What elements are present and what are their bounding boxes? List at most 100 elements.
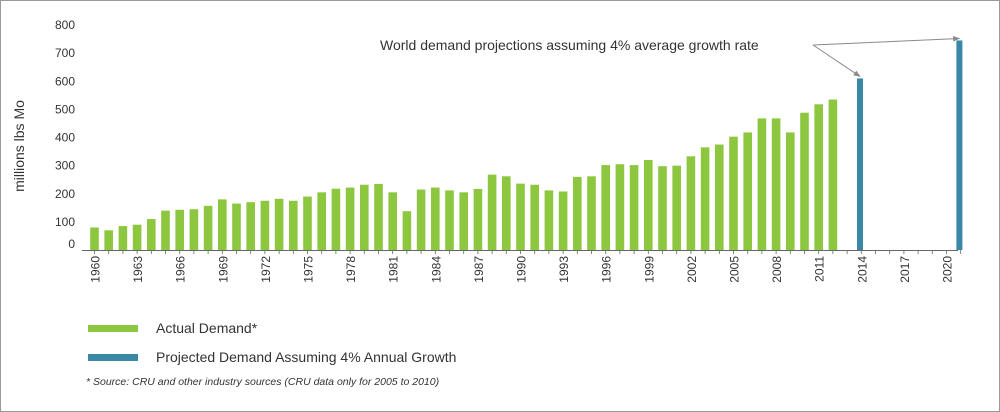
- legend-label-actual: Actual Demand*: [156, 320, 258, 336]
- annotation-arrow-2014: [812, 44, 861, 77]
- bar-actual-1976: [317, 192, 326, 250]
- annotation-text: World demand projections assuming 4% ave…: [380, 37, 759, 53]
- bar-actual-1992: [544, 190, 554, 251]
- x-tick-label: 1972: [259, 256, 273, 283]
- x-tick-label: 2017: [898, 256, 912, 283]
- bar-actual-1983: [416, 189, 426, 250]
- y-axis-ticks: 0 100 200 300 400 500 600 700 800: [55, 18, 75, 251]
- bar-actual-1986: [459, 192, 468, 250]
- y-tick-label: 700: [55, 46, 75, 60]
- bar-actual-2006: [743, 132, 752, 250]
- y-tick-label: 100: [55, 215, 75, 229]
- bar-actual-1977: [331, 188, 341, 250]
- bar-actual-2010: [800, 112, 809, 250]
- bar-actual-2011: [814, 104, 823, 250]
- bar-actual-2012: [828, 99, 838, 250]
- bar-actual-2007: [757, 118, 767, 251]
- bar-actual-1968: [203, 205, 213, 250]
- bar-actual-1995: [587, 176, 596, 250]
- x-tick-label: 1996: [600, 256, 614, 283]
- bar-actual-1979: [360, 184, 369, 250]
- bar-actual-1997: [615, 164, 625, 250]
- x-tick-label: 1978: [344, 256, 358, 283]
- bar-actual-1962: [118, 226, 128, 250]
- source-footnote: * Source: CRU and other industry sources…: [86, 376, 440, 388]
- legend-item-projected: Projected Demand Assuming 4% Annual Grow…: [88, 347, 456, 367]
- y-tick-label: 400: [55, 131, 75, 145]
- bar-actual-2004: [715, 144, 724, 250]
- bar-actual-1999: [644, 160, 653, 250]
- bar-actual-1988: [487, 174, 497, 251]
- bar-actual-1998: [629, 165, 639, 250]
- bar-actual-2003: [700, 147, 710, 250]
- bar-actual-2005: [729, 136, 738, 250]
- x-tick-label: 2014: [855, 256, 869, 283]
- x-tick-label: 1969: [216, 256, 230, 283]
- bar-actual-1960: [90, 227, 99, 250]
- y-axis-label: millions lbs Mo: [11, 100, 27, 192]
- x-tick-label: 2011: [813, 256, 827, 282]
- x-tick-label: 1990: [515, 256, 529, 283]
- x-tick-label: 2020: [941, 256, 955, 283]
- bar-actual-1967: [189, 209, 199, 250]
- bar-actual-1970: [232, 203, 241, 250]
- bar-projected-2014: [857, 78, 863, 250]
- bar-actual-1975: [303, 196, 312, 250]
- y-tick-label: 0: [68, 237, 75, 251]
- y-tick-label: 300: [55, 159, 75, 173]
- legend-swatch-projected: [88, 353, 138, 361]
- bar-actual-1989: [502, 176, 511, 250]
- bar-actual-1993: [558, 191, 568, 250]
- bar-actual-2008: [771, 118, 781, 251]
- bar-actual-2002: [686, 156, 696, 250]
- legend-swatch-actual: [88, 324, 138, 332]
- bar-projected-2021: [956, 40, 963, 250]
- y-tick-label: 200: [55, 187, 75, 201]
- annotation-arrow-2021: [812, 35, 961, 46]
- x-tick-label: 1984: [429, 256, 443, 283]
- bar-actual-1990: [516, 183, 525, 251]
- x-tick-label: 2005: [728, 256, 742, 283]
- annotation: World demand projections assuming 4% ave…: [380, 35, 961, 77]
- bar-actual-1985: [445, 190, 454, 251]
- bar-actual-2001: [672, 165, 681, 251]
- x-tick-label: 1981: [387, 256, 401, 283]
- bar-actual-1978: [345, 187, 355, 250]
- y-tick-label: 600: [55, 74, 75, 88]
- x-tick-label: 1987: [472, 256, 486, 283]
- x-tick-label: 2002: [685, 256, 699, 283]
- bar-actual-1972: [260, 200, 270, 250]
- bars: [90, 40, 963, 251]
- x-tick-label: 1993: [557, 256, 571, 283]
- legend-item-actual: Actual Demand*: [88, 318, 456, 338]
- bar-actual-1996: [601, 165, 610, 250]
- bar-actual-1963: [132, 224, 142, 250]
- bar-actual-2009: [786, 132, 795, 250]
- x-axis-ticks: 1960 1963 1966 1969 1972 1975 1978 1981 1984 1987…: [89, 250, 962, 283]
- x-tick-label: 1975: [302, 256, 316, 283]
- bar-actual-1994: [573, 176, 582, 251]
- x-tick-label: 1960: [89, 256, 103, 283]
- bar-actual-1987: [473, 188, 483, 250]
- bar-actual-1964: [147, 219, 156, 250]
- bar-actual-1984: [431, 187, 440, 250]
- bar-actual-1991: [530, 184, 539, 250]
- x-tick-label: 1966: [174, 256, 188, 283]
- bar-actual-1961: [104, 230, 113, 250]
- bar-actual-1965: [161, 210, 170, 251]
- bar-actual-1982: [402, 211, 412, 250]
- x-tick-label: 1963: [131, 256, 145, 283]
- bar-actual-1969: [218, 199, 227, 251]
- bar-actual-1971: [246, 202, 255, 250]
- legend-label-projected: Projected Demand Assuming 4% Annual Grow…: [156, 349, 457, 365]
- x-tick-label: 2008: [770, 256, 784, 283]
- bar-actual-2000: [658, 166, 667, 250]
- bar-actual-1981: [388, 192, 397, 250]
- bar-actual-1980: [374, 183, 383, 250]
- y-tick-label: 800: [55, 18, 75, 32]
- bar-actual-1966: [175, 209, 184, 250]
- bar-actual-1973: [274, 198, 284, 250]
- legend: Actual Demand* Projected Demand Assuming…: [88, 318, 456, 376]
- x-tick-label: 1999: [642, 256, 656, 283]
